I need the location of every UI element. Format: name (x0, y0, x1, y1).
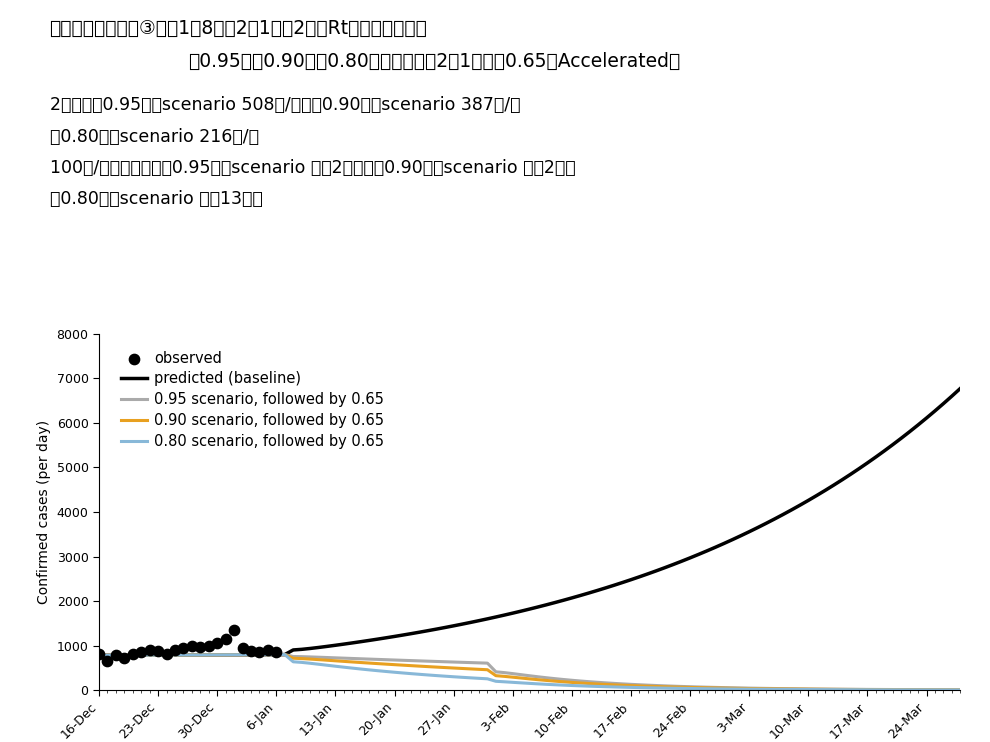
observed (134, 646, 149, 658)
Line: 0.90 scenario, followed by 0.65: 0.90 scenario, followed by 0.65 (99, 654, 960, 690)
observed (201, 640, 217, 651)
observed (244, 645, 259, 657)
observed (91, 648, 107, 660)
observed (175, 642, 191, 654)
0.80 scenario, followed by 0.65 (878, 686, 890, 695)
0.95 scenario, followed by 0.65 (861, 685, 873, 694)
0.80 scenario, followed by 0.65 (887, 686, 899, 695)
0.90 scenario, followed by 0.65 (904, 686, 916, 695)
0.90 scenario, followed by 0.65 (954, 686, 966, 695)
observed (260, 644, 276, 656)
0.80 scenario, followed by 0.65 (600, 682, 612, 691)
0.80 scenario, followed by 0.65 (954, 686, 966, 695)
predicted (baseline) (895, 434, 907, 443)
0.95 scenario, followed by 0.65 (954, 686, 966, 695)
observed (209, 637, 225, 649)
predicted (baseline) (853, 464, 865, 473)
Text: プロジェクション③：　1月8日と2月1日の2回でRtが変化した場合: プロジェクション③： 1月8日と2月1日の2回でRtが変化した場合 (50, 19, 428, 38)
predicted (baseline) (870, 453, 882, 462)
0.90 scenario, followed by 0.65 (93, 651, 105, 660)
0.90 scenario, followed by 0.65 (878, 685, 890, 694)
observed (150, 646, 166, 657)
0.80 scenario, followed by 0.65 (904, 686, 916, 695)
Line: predicted (baseline): predicted (baseline) (99, 389, 960, 655)
0.90 scenario, followed by 0.65 (338, 657, 349, 666)
0.95 scenario, followed by 0.65 (904, 685, 916, 694)
observed (117, 652, 133, 664)
Text: 0.80起源scenario ３月13日）: 0.80起源scenario ３月13日） (50, 190, 262, 208)
Line: 0.95 scenario, followed by 0.65: 0.95 scenario, followed by 0.65 (99, 654, 960, 690)
observed (235, 642, 250, 654)
0.95 scenario, followed by 0.65 (338, 654, 349, 663)
0.90 scenario, followed by 0.65 (887, 685, 899, 694)
Line: 0.80 scenario, followed by 0.65: 0.80 scenario, followed by 0.65 (99, 654, 960, 690)
Text: 0.80起源scenario 216人/日: 0.80起源scenario 216人/日 (50, 128, 258, 145)
0.95 scenario, followed by 0.65 (600, 678, 612, 687)
predicted (baseline) (878, 447, 890, 456)
observed (251, 646, 267, 657)
Text: 2月末日　0.95起源scenario 508人/日、　0.90起源scenario 387人/日: 2月末日 0.95起源scenario 508人/日、 0.90起源scenar… (50, 96, 520, 114)
observed (167, 644, 183, 656)
predicted (baseline) (591, 586, 603, 595)
0.95 scenario, followed by 0.65 (878, 685, 890, 694)
observed (226, 624, 242, 636)
0.95 scenario, followed by 0.65 (93, 651, 105, 660)
observed (108, 649, 124, 661)
observed (268, 646, 284, 658)
observed (158, 648, 174, 660)
observed (142, 644, 157, 656)
0.90 scenario, followed by 0.65 (861, 685, 873, 694)
0.90 scenario, followed by 0.65 (600, 680, 612, 689)
0.80 scenario, followed by 0.65 (338, 663, 349, 672)
observed (184, 640, 200, 652)
Text: 100人/日を切る日付　0.95起源scenario ３月2６日、　0.90起源scenario ３月2２日: 100人/日を切る日付 0.95起源scenario ３月2６日、 0.90起源… (50, 159, 575, 177)
0.90 scenario, followed by 0.65 (279, 650, 291, 659)
observed (192, 641, 208, 653)
Y-axis label: Confirmed cases (per day): Confirmed cases (per day) (37, 420, 51, 604)
0.80 scenario, followed by 0.65 (861, 686, 873, 695)
predicted (baseline) (93, 651, 105, 660)
Text: （0.95、　0.90、　0.80だったものが2月1日から0.65にAccelerated）: （0.95、 0.90、 0.80だったものが2月1日から0.65にAccele… (188, 52, 680, 71)
observed (218, 633, 234, 645)
0.80 scenario, followed by 0.65 (93, 651, 105, 660)
observed (100, 655, 116, 667)
observed (125, 649, 141, 660)
predicted (baseline) (954, 384, 966, 393)
0.80 scenario, followed by 0.65 (279, 650, 291, 659)
0.95 scenario, followed by 0.65 (279, 650, 291, 659)
0.95 scenario, followed by 0.65 (887, 685, 899, 694)
Legend: observed, predicted (baseline), 0.95 scenario, followed by 0.65, 0.90 scenario, : observed, predicted (baseline), 0.95 sce… (115, 345, 390, 455)
predicted (baseline) (330, 641, 342, 650)
